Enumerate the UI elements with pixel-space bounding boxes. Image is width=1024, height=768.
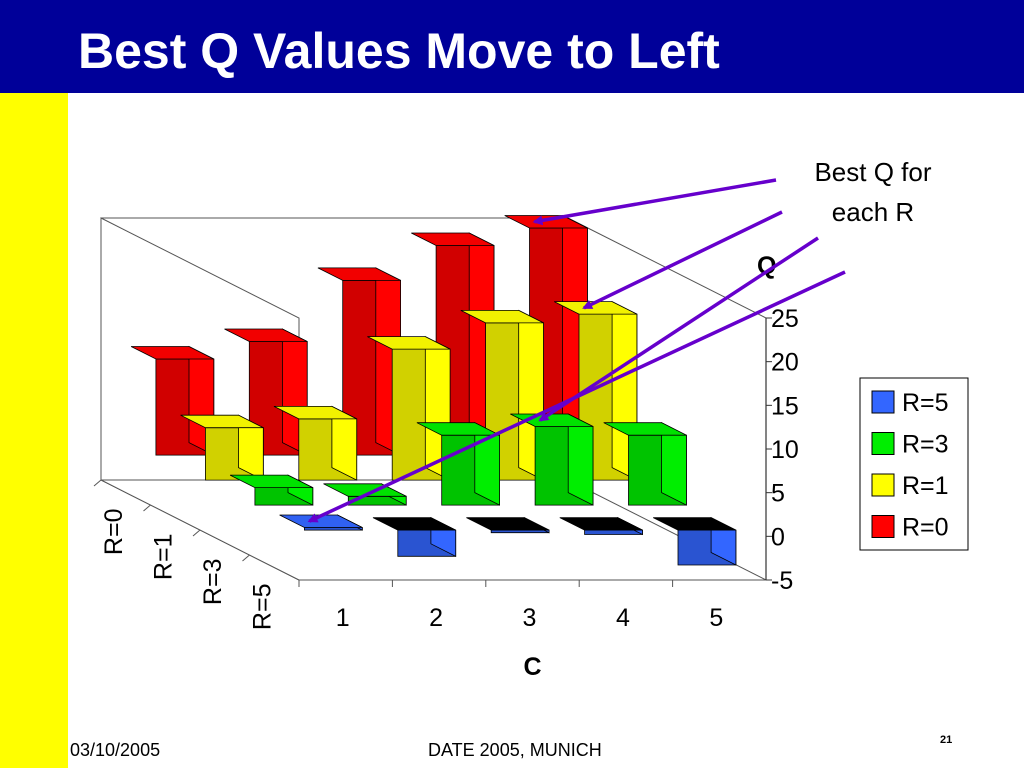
legend-label: R=1	[902, 472, 949, 500]
bar-R=5-C1	[279, 514, 363, 531]
bar-R=5-C2	[372, 516, 457, 557]
bar-R=5-C3	[466, 516, 550, 534]
slide-title: Best Q Values Move to Left	[78, 23, 720, 79]
bar-R=1-C2	[273, 405, 358, 481]
x-tick-label: 2	[429, 604, 443, 632]
x-tick-label: 5	[709, 604, 723, 632]
legend-label: R=3	[902, 431, 949, 459]
annotation-arrow	[538, 236, 819, 422]
depth-tick	[93, 479, 102, 487]
bars	[130, 214, 737, 566]
bar-top	[603, 422, 687, 436]
bar-front	[584, 529, 643, 535]
bar-top	[466, 517, 550, 531]
bar-top	[367, 336, 451, 350]
bar-top	[372, 517, 456, 531]
x-tick-label: 3	[523, 604, 537, 632]
bar-R=3-C1	[229, 474, 314, 506]
bar-top	[504, 215, 588, 229]
bar-R=0-C2	[224, 328, 308, 456]
footer-venue: DATE 2005, MUNICH	[428, 740, 602, 760]
annotation-text-line2: each R	[832, 197, 914, 227]
bar-top	[460, 309, 544, 324]
y-tick-label: 0	[771, 523, 785, 551]
y-tick-label: 15	[771, 392, 799, 420]
bar-top	[653, 517, 737, 531]
depth-tick-label: R=3	[199, 559, 227, 606]
x-axis: 1 2 3 4 5 C	[298, 580, 723, 681]
depth-axis: R=0 R=1 R=3 R=5	[93, 479, 276, 631]
legend-swatch	[871, 432, 895, 455]
depth-tick	[242, 554, 250, 562]
y-tick-label: 10	[771, 436, 799, 464]
bar-R=0-C3	[317, 267, 402, 456]
bar-R=1-C5	[554, 300, 638, 481]
bar-top	[317, 267, 401, 281]
bar-top	[130, 346, 214, 360]
bar-top	[180, 414, 264, 429]
annotation-arrow	[582, 210, 783, 310]
left-accent-strip	[0, 93, 68, 768]
legend-label: R=0	[902, 514, 949, 542]
bar-R=1-C1	[180, 414, 264, 481]
bar-top	[229, 474, 313, 489]
legend-swatch	[871, 390, 895, 414]
bar-top	[273, 405, 357, 420]
annotation: Best Q for each R	[307, 157, 932, 523]
legend-swatch	[871, 473, 895, 497]
bar-top	[411, 232, 495, 246]
y-tick-label: 25	[771, 305, 799, 333]
bar-top	[416, 422, 500, 436]
legend-swatch	[871, 515, 895, 538]
annotation-arrow	[532, 178, 777, 226]
y-tick-label: 20	[771, 349, 799, 377]
title-bar	[0, 0, 1024, 93]
legend-label: R=5	[902, 389, 949, 417]
bar-R=5-C4	[559, 516, 643, 536]
y-tick-label: -5	[771, 567, 793, 595]
annotation-arrow	[307, 270, 846, 523]
depth-tick	[143, 504, 151, 512]
depth-tick-label: R=5	[248, 584, 276, 631]
x-axis-title: C	[523, 653, 541, 681]
depth-tick-label: R=0	[100, 509, 128, 556]
footer-date: 03/10/2005	[70, 740, 161, 760]
legend: R=5 R=3 R=1 R=0	[859, 377, 969, 551]
y-tick-label: 5	[771, 480, 785, 508]
x-tick-label: 4	[616, 604, 630, 632]
bar-R=5-C5	[653, 516, 737, 566]
annotation-text-line1: Best Q for	[814, 157, 931, 187]
bar-side	[567, 413, 594, 506]
bar-top	[559, 517, 643, 531]
depth-tick	[192, 529, 201, 537]
depth-tick-label: R=1	[149, 534, 177, 581]
x-tick-label: 1	[336, 604, 350, 632]
page-number: 21	[940, 734, 953, 746]
bar-top	[224, 328, 308, 342]
bar-R=3-C5	[603, 422, 687, 506]
